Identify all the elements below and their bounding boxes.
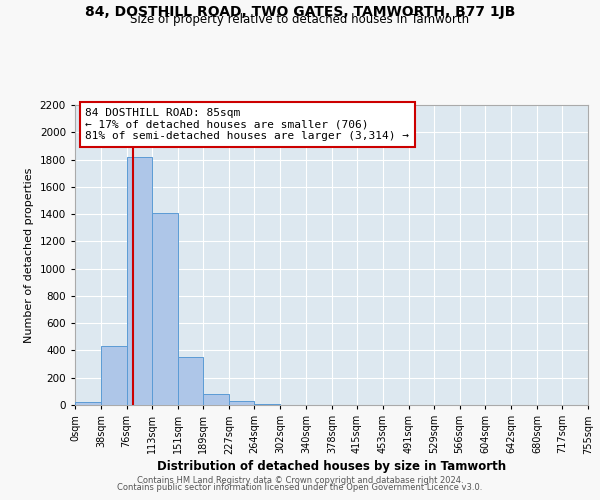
Bar [178, 358, 203, 405]
Bar [229, 401, 254, 405]
Bar [254, 404, 280, 405]
Bar [101, 346, 127, 405]
Bar [127, 157, 152, 405]
Bar [203, 394, 229, 405]
Text: Size of property relative to detached houses in Tamworth: Size of property relative to detached ho… [130, 12, 470, 26]
X-axis label: Distribution of detached houses by size in Tamworth: Distribution of detached houses by size … [157, 460, 506, 473]
Bar [75, 402, 101, 405]
Text: Contains HM Land Registry data © Crown copyright and database right 2024.: Contains HM Land Registry data © Crown c… [137, 476, 463, 485]
Bar [152, 212, 178, 405]
Text: 84, DOSTHILL ROAD, TWO GATES, TAMWORTH, B77 1JB: 84, DOSTHILL ROAD, TWO GATES, TAMWORTH, … [85, 5, 515, 19]
Y-axis label: Number of detached properties: Number of detached properties [24, 168, 34, 342]
Text: 84 DOSTHILL ROAD: 85sqm
← 17% of detached houses are smaller (706)
81% of semi-d: 84 DOSTHILL ROAD: 85sqm ← 17% of detache… [85, 108, 409, 141]
Text: Contains public sector information licensed under the Open Government Licence v3: Contains public sector information licen… [118, 484, 482, 492]
